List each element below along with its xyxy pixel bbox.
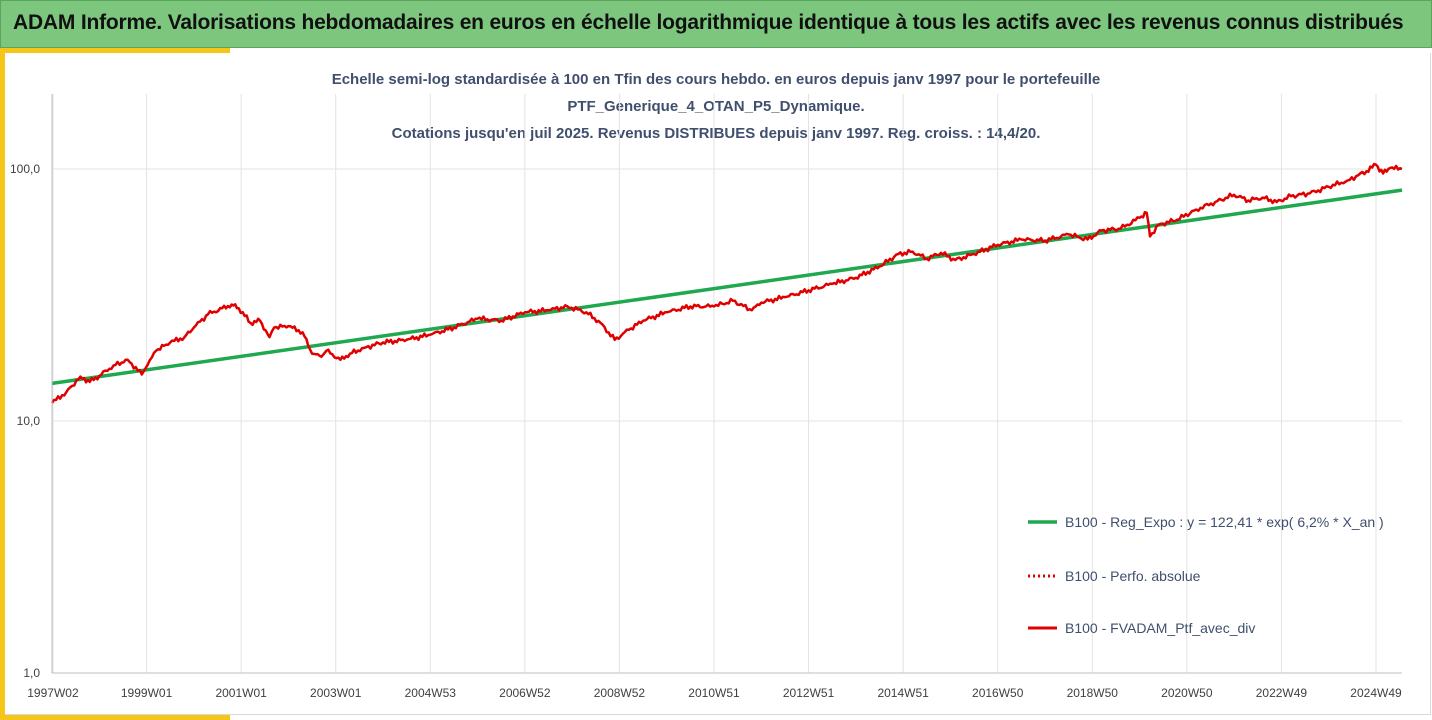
chart-frame [5, 53, 1431, 715]
x-tick-label: 2006W52 [499, 686, 551, 700]
x-tick-label: 1997W02 [27, 686, 79, 700]
x-tick-label: 2020W50 [1161, 686, 1213, 700]
x-tick-label: 1999W01 [121, 686, 173, 700]
legend-label: B100 - FVADAM_Ptf_avec_div [1065, 620, 1255, 636]
series-line-regression [51, 188, 1403, 386]
y-tick-label: 1,0 [23, 666, 40, 680]
axis-layer: 1,0 10,0 100,0 1997W02 1999W01 2001W01 2003W01… [10, 94, 1402, 700]
x-tick-label: 2004W53 [405, 686, 457, 700]
chart-subtitle-line2: PTF_Generique_4_OTAN_P5_Dynamique. [567, 98, 865, 115]
legend-label: B100 - Reg_Expo : y = 122,41 * exp( 6,2%… [1065, 514, 1384, 530]
x-tick-label: 2003W01 [310, 686, 362, 700]
x-tick-label: 2012W51 [783, 686, 835, 700]
x-tick-label: 2024W49 [1350, 686, 1402, 700]
y-tick-label: 100,0 [10, 162, 40, 176]
accent-bar-top [0, 48, 230, 53]
series-line-portfolio [50, 162, 1403, 404]
grid-layer [52, 94, 1402, 674]
chart-subtitle-line3: Cotations jusqu'en juil 2025. Revenus DI… [391, 125, 1041, 142]
x-tick-label: 2001W01 [215, 686, 267, 700]
legend-label: B100 - Perfo. absolue [1065, 568, 1201, 584]
x-tick-label: 2014W51 [877, 686, 929, 700]
y-tick-label: 10,0 [17, 414, 41, 428]
legend-layer: B100 - Reg_Expo : y = 122,41 * exp( 6,2%… [1028, 514, 1384, 636]
chart-subtitle-line1: Echelle semi-log standardisée à 100 en T… [331, 71, 1101, 88]
page-title: ADAM Informe. Valorisations hebdomadaire… [13, 11, 1404, 34]
series-layer [50, 162, 1403, 404]
header-banner: ADAM Informe. Valorisations hebdomadaire… [0, 0, 1432, 48]
x-tick-label: 2022W49 [1256, 686, 1308, 700]
accent-bar-left [0, 48, 5, 720]
accent-bar-bottom [0, 715, 230, 720]
x-tick-label: 2008W52 [594, 686, 646, 700]
x-tick-label: 2016W50 [972, 686, 1024, 700]
x-tick-label: 2010W51 [688, 686, 740, 700]
x-tick-label: 2018W50 [1067, 686, 1119, 700]
